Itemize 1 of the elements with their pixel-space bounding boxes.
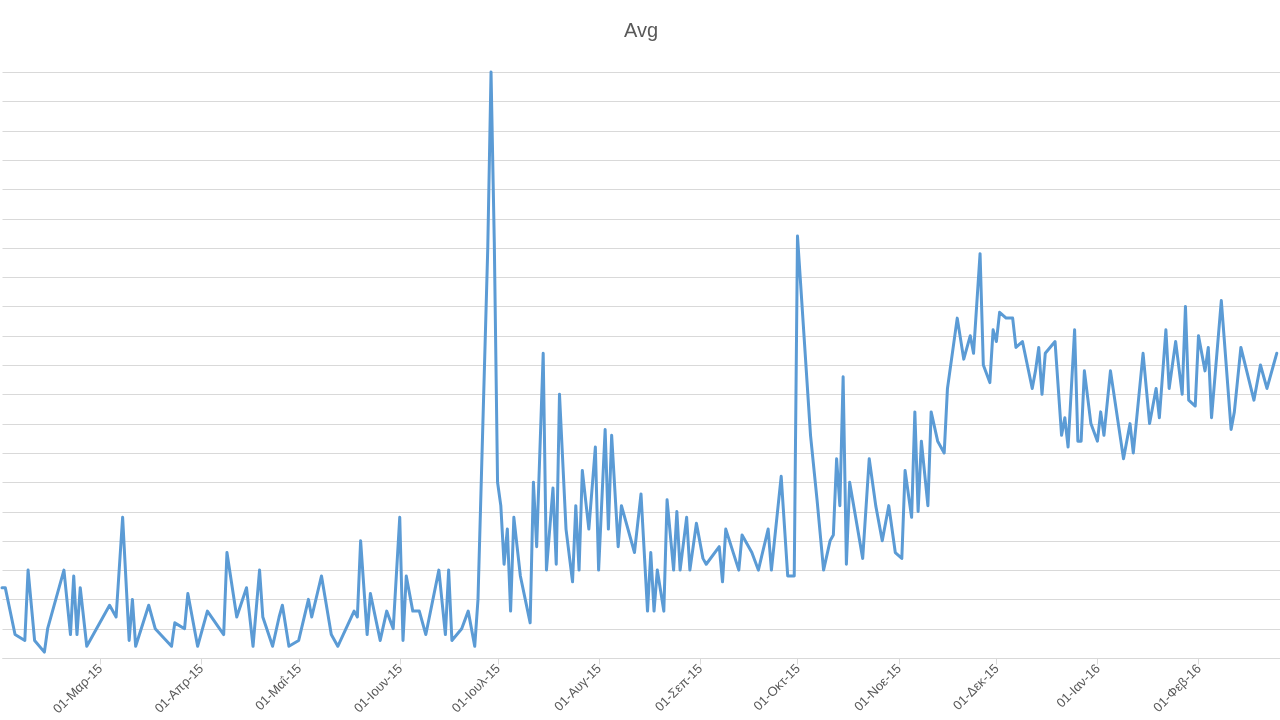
chart-title: Avg — [623, 18, 659, 41]
